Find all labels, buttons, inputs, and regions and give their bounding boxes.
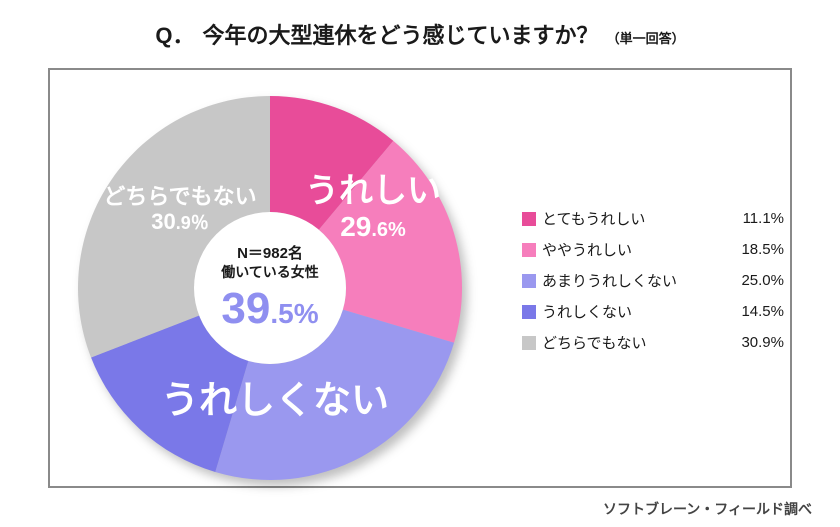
legend-row-not_happy: うれしくない 14.5% [522, 301, 784, 322]
legend-swatch [522, 274, 536, 288]
legend-label: どちらでもない [542, 332, 733, 353]
legend-label: とてもうれしい [542, 208, 735, 229]
legend-swatch [522, 305, 536, 319]
legend-value: 14.5% [741, 303, 784, 320]
arc-label-neither: どちらでもない 30.9％ [100, 184, 260, 235]
legend-value: 11.1% [743, 210, 784, 227]
legend-label: あまりうれしくない [542, 270, 733, 291]
legend-label: うれしくない [542, 301, 733, 322]
arc-label-happy: うれしい 29.6% [288, 172, 458, 243]
legend-row-very_happy: とてもうれしい 11.1% [522, 208, 784, 229]
legend-swatch [522, 212, 536, 226]
arc-label-unhappy: うれしくない [140, 380, 410, 424]
legend-row-somewhat_happy: ややうれしい 18.5% [522, 239, 784, 260]
legend-swatch [522, 243, 536, 257]
legend-row-not_so_happy: あまりうれしくない 25.0% [522, 270, 784, 291]
legend-value: 18.5% [741, 241, 784, 258]
question-prefix: Q． [155, 18, 194, 50]
chart-frame: N＝982名 働いている女性 39.5% うれしい 29.6% うれしくない ど… [48, 68, 792, 488]
question-text: 今年の大型連休をどう感じていますか？ [203, 18, 599, 50]
legend-value: 30.9% [741, 334, 784, 351]
legend-swatch [522, 336, 536, 350]
donut-chart: N＝982名 働いている女性 39.5% うれしい 29.6% うれしくない ど… [70, 88, 470, 488]
legend-label: ややうれしい [542, 239, 733, 260]
legend-value: 25.0% [741, 272, 784, 289]
question-note: （単一回答） [607, 28, 685, 47]
source-credit: ソフトブレーン・フィールド調べ [603, 499, 812, 519]
legend: とてもうれしい 11.1% ややうれしい 18.5% あまりうれしくない 25.0% うれし… [522, 208, 784, 363]
legend-row-neither: どちらでもない 30.9% [522, 332, 784, 353]
